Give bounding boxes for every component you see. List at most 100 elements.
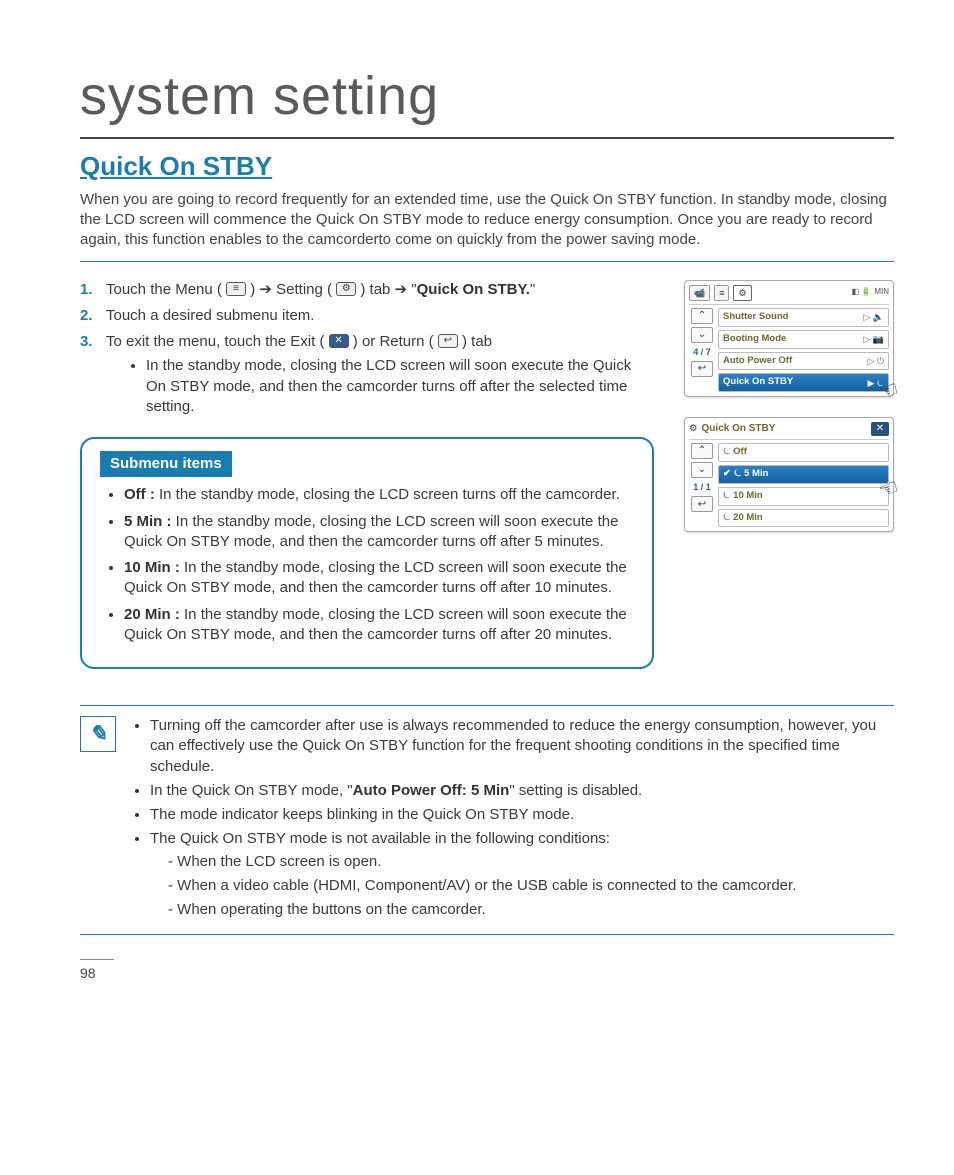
step-1-bold: Quick On STBY. [417, 281, 530, 298]
step-1-text-a: Touch the Menu ( [106, 281, 222, 298]
option-label: Off [733, 446, 747, 457]
play-icon: ▷ ⏻ [867, 355, 884, 367]
note-3: The mode indicator keeps blinking in the… [150, 805, 894, 825]
submenu-item-5min: 5 Min : In the standby mode, closing the… [124, 512, 634, 553]
step-2-text: Touch a desired submenu item. [106, 307, 314, 324]
lcd-screen-settings: 📹 ≡ ⚙ ◧ 🔋 MIN ⌃ ⌄ 4 / 7 ↩ Shutter Sound ▷… [684, 280, 894, 397]
note-2-b: " setting is disabled. [509, 782, 642, 799]
desc: In the standby mode, closing the LCD scr… [124, 513, 618, 550]
return-icon [438, 334, 458, 348]
lcd-screen-submenu: ⚙ Quick On STBY ✕ ⌃ ⌄ 1 / 1 ↩ ⏾ Off ✔⏾ 5… [684, 417, 894, 532]
gear-icon: ⚙ [689, 423, 698, 436]
step-1-text-d: " [530, 281, 535, 298]
nav-column: ⌃ ⌄ 4 / 7 ↩ [689, 308, 715, 392]
step-number: 3. [80, 332, 93, 352]
step-3-text-b: ) or Return ( [353, 333, 434, 350]
gear-icon [336, 282, 356, 296]
option-20min[interactable]: ⏾ 20 Min [718, 509, 889, 528]
text-column: 1. Touch the Menu ( ) ➔ Setting ( ) tab … [80, 280, 654, 670]
row-auto-power-off[interactable]: Auto Power Off ▷ ⏻ [718, 352, 889, 371]
step-3-sub: In the standby mode, closing the LCD scr… [146, 356, 654, 417]
step-3-text-a: To exit the menu, touch the Exit ( [106, 333, 324, 350]
rec-min-label: MIN [874, 287, 889, 298]
note-4-text: The Quick On STBY mode is not available … [150, 830, 610, 847]
screens-column: 📹 ≡ ⚙ ◧ 🔋 MIN ⌃ ⌄ 4 / 7 ↩ Shutter Sound ▷… [684, 280, 894, 670]
step-3: 3. To exit the menu, touch the Exit ( ) … [80, 332, 654, 417]
step-number: 1. [80, 280, 93, 300]
step-1-text-c: ) tab ➔ " [360, 281, 416, 298]
label: 5 Min : [124, 513, 172, 530]
return-button[interactable]: ↩ [691, 361, 713, 377]
note-1: Turning off the camcorder after use is a… [150, 716, 894, 777]
close-button[interactable]: ✕ [871, 422, 889, 436]
step-3-text-c: ) tab [462, 333, 492, 350]
list-column: ⏾ Off ✔⏾ 5 Min ⏾ 10 Min ⏾ 20 Min [718, 443, 889, 527]
note-icon: ✎ [80, 716, 116, 752]
option-off[interactable]: ⏾ Off [718, 443, 889, 462]
page-counter: 1 / 1 [693, 481, 711, 493]
screen-header: ⚙ Quick On STBY ✕ [689, 422, 889, 440]
screen-topbar: 📹 ≡ ⚙ ◧ 🔋 MIN [689, 285, 889, 305]
note-4c: When operating the buttons on the camcor… [168, 900, 894, 920]
step-1: 1. Touch the Menu ( ) ➔ Setting ( ) tab … [80, 280, 654, 300]
content-row: 1. Touch the Menu ( ) ➔ Setting ( ) tab … [80, 280, 894, 670]
row-shutter-sound[interactable]: Shutter Sound ▷ 🔈 [718, 308, 889, 327]
page-counter: 4 / 7 [693, 346, 711, 358]
submenu-item-20min: 20 Min : In the standby mode, closing th… [124, 605, 634, 646]
page-number: 98 [80, 959, 114, 983]
list-column: Shutter Sound ▷ 🔈 Booting Mode▷ 📷 Auto Po… [718, 308, 889, 392]
row-label: Auto Power Off [723, 355, 792, 368]
desc: In the standby mode, closing the LCD scr… [155, 486, 620, 503]
option-10min[interactable]: ⏾ 10 Min [718, 487, 889, 506]
submenu-item-off: Off : In the standby mode, closing the L… [124, 485, 634, 505]
submenu-item-10min: 10 Min : In the standby mode, closing th… [124, 558, 634, 599]
step-1-text-b: ) ➔ Setting ( [250, 281, 332, 298]
play-icon: ▷ 🔈 [863, 311, 884, 323]
row-label: Quick On STBY [723, 376, 793, 389]
down-button[interactable]: ⌄ [691, 462, 713, 478]
intro-paragraph: When you are going to record frequently … [80, 190, 894, 251]
note-4b: When a video cable (HDMI, Component/AV) … [168, 876, 894, 896]
down-button[interactable]: ⌄ [691, 327, 713, 343]
nav-column: ⌃ ⌄ 1 / 1 ↩ [689, 443, 715, 527]
notes-block: ✎ Turning off the camcorder after use is… [80, 705, 894, 935]
step-2: 2. Touch a desired submenu item. [80, 306, 654, 326]
submenu-box: Submenu items Off : In the standby mode,… [80, 437, 654, 669]
pointer-hand-icon: ☜ [875, 374, 904, 409]
list-tab-icon[interactable]: ≡ [714, 285, 729, 301]
note-2: In the Quick On STBY mode, "Auto Power O… [150, 781, 894, 801]
menu-icon [226, 282, 246, 296]
close-icon [329, 334, 349, 348]
option-label: 10 Min [733, 490, 763, 501]
gear-tab-icon[interactable]: ⚙ [733, 285, 751, 301]
divider [80, 934, 894, 935]
label: 20 Min : [124, 606, 180, 623]
note-2-a: In the Quick On STBY mode, " [150, 782, 353, 799]
chapter-title: system setting [80, 60, 894, 139]
note-4-sublist: When the LCD screen is open. When a vide… [150, 852, 894, 921]
row-label: Shutter Sound [723, 311, 788, 324]
note-4a: When the LCD screen is open. [168, 852, 894, 872]
steps-list: 1. Touch the Menu ( ) ➔ Setting ( ) tab … [80, 280, 654, 418]
camera-tab-icon[interactable]: 📹 [689, 285, 710, 301]
option-label: 20 Min [733, 512, 763, 523]
label: 10 Min : [124, 559, 180, 576]
divider [80, 261, 894, 262]
up-button[interactable]: ⌃ [691, 308, 713, 324]
desc: In the standby mode, closing the LCD scr… [124, 606, 627, 643]
row-quick-on-stby[interactable]: Quick On STBY▶ ⏾ [718, 373, 889, 392]
note-4: The Quick On STBY mode is not available … [150, 829, 894, 920]
notes-list: Turning off the camcorder after use is a… [130, 716, 894, 924]
play-icon: ▷ 📷 [863, 333, 884, 345]
desc: In the standby mode, closing the LCD scr… [124, 559, 627, 596]
note-2-bold: Auto Power Off: 5 Min [353, 782, 510, 799]
check-icon: ✔ [723, 468, 731, 479]
step-number: 2. [80, 306, 93, 326]
divider [80, 705, 894, 706]
status-area: ◧ 🔋 MIN [852, 287, 889, 298]
row-booting-mode[interactable]: Booting Mode▷ 📷 [718, 330, 889, 349]
option-5min[interactable]: ✔⏾ 5 Min [718, 465, 889, 484]
up-button[interactable]: ⌃ [691, 443, 713, 459]
return-button[interactable]: ↩ [691, 496, 713, 512]
label: Off : [124, 486, 155, 503]
